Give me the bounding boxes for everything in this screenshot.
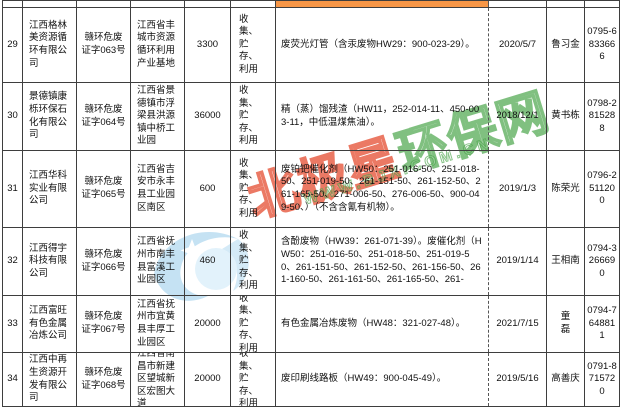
row-number: 33 [3,296,23,352]
approved-quantity: 460 [185,228,231,295]
company-name: 江西得宇科技有限公司 [23,228,77,295]
waste-categories: 废铂钯催化剂（HW50：251-016-50、251-018-50、251-01… [276,151,489,227]
contact-person: 陈荣光 [547,151,585,227]
contact-person: 黄书栋 [547,83,585,150]
waste-categories: 精（蒸）馏残渣（HW11，252-014-11、450-003-11，中低温煤焦… [276,83,489,150]
contact-phone: 0794-3266690 [585,228,620,295]
operation-types: 收集、 贮存、 利用 [231,83,276,150]
table-row: 29 江西格林美资源循环有限公司 赣环危废 证字063号 江西省丰城市资源循环利… [3,8,620,83]
waste-categories: 有色金属冶炼废物（HW48：321-027-48）。 [276,296,489,352]
table-row: 34 江西中再生资源开发有限公司 赣环危废 证字068号 江西省南昌市新建区望城… [3,353,620,407]
company-name: 景德镇康栎环保石化有限公司 [23,83,77,150]
row-number: 34 [3,353,23,406]
license-number: 赣环危废 证字067号 [77,296,131,352]
waste-categories: 废印刷线路板（HW49：900-045-49）。 [276,353,489,406]
approved-quantity: 20000 [185,296,231,352]
operation-types: 收集、 贮存、 利用 [231,353,276,406]
contact-phone: 0796-2511200 [585,151,620,227]
contact-person: 王相南 [547,228,585,295]
company-name: 江西华科实业有限公司 [23,151,77,227]
company-name: 江西富旺有色金属冶炼公司 [23,296,77,352]
waste-categories: 含酚废物（HW39：261-071-39）。废催化剂（HW50：251-016-… [276,228,489,295]
company-address: 江西省抚州市南丰县富溪工业园区 [131,228,185,295]
issue-date: 2019/1/3 [489,151,547,227]
license-number: 赣环危废 证字066号 [77,228,131,295]
approved-quantity: 20000 [185,353,231,406]
issue-date: 2019/1/14 [489,228,547,295]
contact-person: 高善庆 [547,353,585,406]
company-address: 江西省抚州市宜黄县丰厚工业园区 [131,296,185,352]
contact-phone: 0798-2815288 [585,83,620,150]
operation-types: 收集、 贮存、 利用 [231,296,276,352]
table-row: 30 景德镇康栎环保石化有限公司 赣环危废 证字064号 江西省景德镇市浮梁县洪… [3,83,620,151]
operation-types: 收集、 贮存、 利用 [231,151,276,227]
company-address: 江西省丰城市资源循环利用产业基地 [131,8,185,82]
issue-date: 2021/7/15 [489,296,547,352]
row-number: 29 [3,8,23,82]
company-name: 江西中再生资源开发有限公司 [23,353,77,406]
operation-types: 收集、 贮存、 利用 [231,228,276,295]
row-number: 32 [3,228,23,295]
contact-person: 童 磊 [547,296,585,352]
orange-highlight-bar [276,1,489,7]
contact-phone: 0794-7648811 [585,296,620,352]
approved-quantity: 36000 [185,83,231,150]
issue-date: 2019/5/16 [489,353,547,406]
issue-date: 2020/5/7 [489,8,547,82]
license-number: 赣环危废 证字064号 [77,83,131,150]
table-row: 31 江西华科实业有限公司 赣环危废 证字065号 江西省吉安市永丰县工业园区南… [3,151,620,228]
contact-person: 鲁习金 [547,8,585,82]
license-number: 赣环危废 证字063号 [77,8,131,82]
contact-phone: 0795-6833666 [585,8,620,82]
operation-types: 收集、 贮存、 利用 [231,8,276,82]
table-row: 32 江西得宇科技有限公司 赣环危废 证字066号 江西省抚州市南丰县富溪工业园… [3,228,620,296]
table-row: 33 江西富旺有色金属冶炼公司 赣环危废 证字067号 江西省抚州市宜黄县丰厚工… [3,296,620,353]
row-number: 30 [3,83,23,150]
row-number: 31 [3,151,23,227]
partial-row-above [3,0,620,8]
table-body: 29 江西格林美资源循环有限公司 赣环危废 证字063号 江西省丰城市资源循环利… [3,8,620,407]
contact-phone: 0791-8715720 [585,353,620,406]
company-address: 江西省景德镇市浮梁县洪源镇中桥工业园 [131,83,185,150]
approved-quantity: 600 [185,151,231,227]
license-number: 赣环危废 证字068号 [77,353,131,406]
approved-quantity: 3300 [185,8,231,82]
company-name: 江西格林美资源循环有限公司 [23,8,77,82]
issue-date: 2018/12/1 [489,83,547,150]
waste-categories: 废荧光灯管（含汞废物HW29：900-023-29）。 [276,8,489,82]
license-number: 赣环危废 证字065号 [77,151,131,227]
company-address: 江西省南昌市新建区望城新区宏图大道 [131,353,185,406]
company-address: 江西省吉安市永丰县工业园区南区 [131,151,185,227]
